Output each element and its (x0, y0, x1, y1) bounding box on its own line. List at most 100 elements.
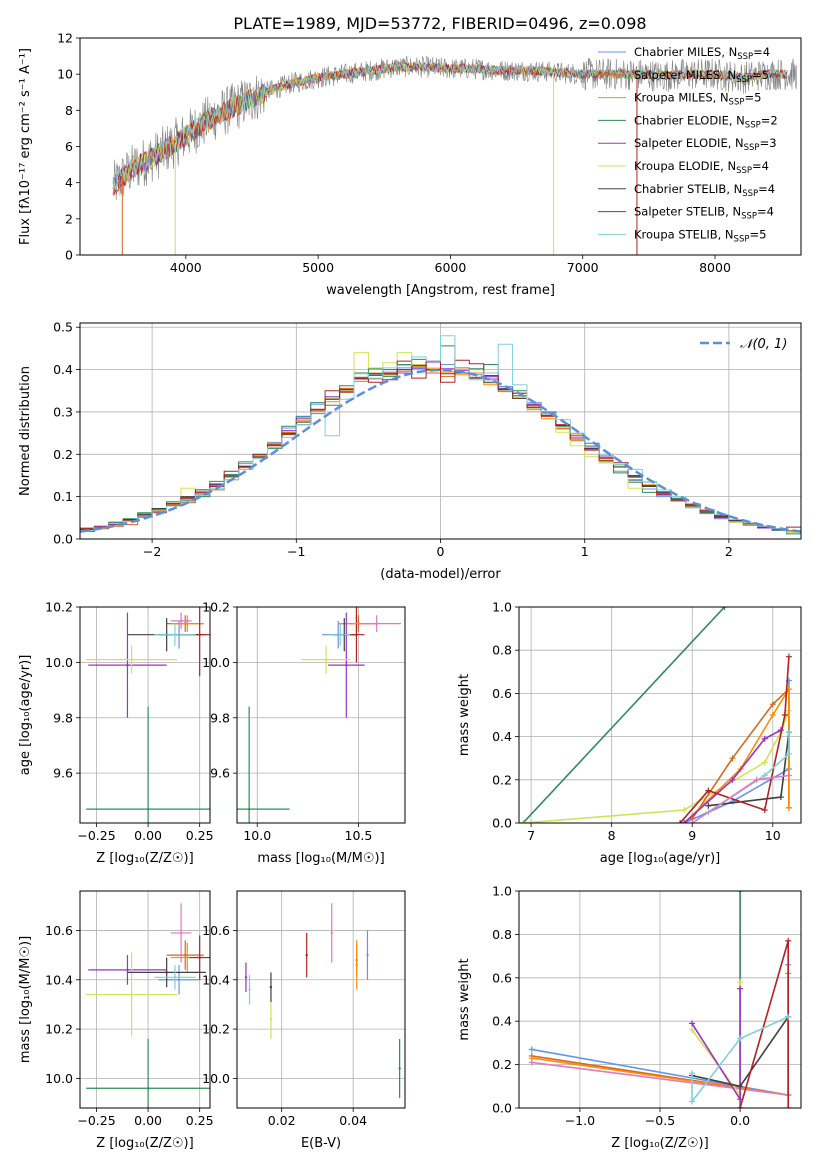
legend-label: 𝒩(0, 1) (740, 337, 787, 352)
x-tick-label: 0.25 (186, 1113, 214, 1128)
y-tick-label: 0.4 (492, 1014, 512, 1029)
data-point (198, 956, 201, 959)
y-tick-label: 10.2 (45, 1022, 73, 1037)
weight-marker (677, 820, 684, 823)
weight-marker (785, 1013, 792, 1020)
weight-marker (785, 750, 792, 757)
x-tick-label: 8 (608, 828, 616, 843)
y-tick-label: 10.0 (45, 655, 73, 670)
y-tick-label: 6 (65, 139, 73, 154)
y-tick-label: 0.8 (492, 643, 512, 658)
data-point (355, 633, 358, 636)
y-tick-label: 0.3 (53, 404, 73, 419)
axes-age_vs_Z: −0.25 0.00 0.25 9.6 9.8 10.0 10.2 Z [log₁₀(Z/Z☉… (18, 600, 214, 867)
y-tick-label: 10.0 (202, 655, 230, 670)
x-tick-label: 7 (527, 828, 535, 843)
legend-label: Kroupa MILES, NSSP=5 (634, 91, 761, 108)
y-tick-label: 0.6 (492, 970, 512, 985)
y-axis-label: mass weight (457, 958, 472, 1040)
legend-label: Salpeter ELODIE, NSSP=3 (634, 136, 777, 153)
weight-marker (705, 787, 712, 794)
plot-frame (236, 606, 406, 824)
plot-area-residuals (80, 335, 801, 535)
x-tick-label: 6000 (435, 260, 467, 275)
x-tick-label: −2 (143, 544, 161, 559)
y-axis-label: mass weight (457, 674, 472, 756)
y-axis-label: Normed distribution (18, 366, 33, 496)
figure-title: PLATE=1989, MJD=53772, FIBERID=0496, z=0… (233, 14, 646, 33)
legend-label: Chabrier ELODIE, NSSP=2 (634, 113, 778, 130)
y-tick-label: 9.8 (210, 710, 230, 725)
x-tick-label: 4000 (170, 260, 202, 275)
data-point (186, 622, 189, 625)
x-tick-label: 10 (765, 828, 781, 843)
y-tick-label: 0.2 (53, 447, 73, 462)
x-tick-label: 0.0 (730, 1113, 750, 1128)
weight-line (691, 1016, 789, 1104)
axes-residuals: −2 −1 0 1 2 0.0 0.1 0.2 0.3 0.4 0.5 (data-model)/er… (18, 320, 802, 582)
plot-area-age_vs_Z (86, 607, 210, 823)
y-tick-label: 4 (65, 175, 73, 190)
data-point (244, 976, 248, 979)
y-tick-label: 9.6 (210, 766, 230, 781)
x-tick-label: 0.00 (134, 1113, 162, 1128)
weight-line (691, 774, 790, 823)
y-tick-label: 9.6 (53, 766, 73, 781)
x-tick-label: 0.00 (134, 828, 162, 843)
y-tick-label: 2 (65, 211, 73, 226)
x-tick-label: 7000 (567, 260, 599, 275)
y-tick-label: 1.0 (492, 600, 512, 615)
y-tick-label: 8 (65, 103, 73, 118)
data-point (366, 953, 369, 957)
weight-marker (689, 1020, 696, 1027)
weight-marker (761, 807, 768, 814)
weight-marker (729, 755, 736, 762)
weight-marker (681, 820, 688, 823)
legend-label: Salpeter MILES, NSSP=5 (634, 68, 769, 85)
y-tick-label: 0.8 (492, 927, 512, 942)
data-point (269, 985, 273, 989)
weight-marker (785, 937, 792, 944)
weight-marker (689, 1098, 696, 1105)
histogram-step (80, 359, 801, 530)
y-tick-label: 0.5 (53, 320, 73, 335)
x-tick-label: −0.5 (645, 1113, 675, 1128)
weight-marker (737, 985, 744, 992)
weight-line (739, 940, 789, 1108)
data-point (177, 978, 181, 981)
x-axis-label: mass [log₁₀(M/M☉)] (257, 851, 384, 866)
data-point (186, 956, 189, 959)
legend-label: Chabrier STELIB, NSSP=4 (634, 182, 775, 199)
y-tick-label: 0.0 (492, 1101, 512, 1116)
x-axis-label: Z [log₁₀(Z/Z☉)] (611, 1136, 708, 1151)
weight-marker (769, 712, 776, 718)
data-point (184, 953, 187, 957)
y-axis-label: age [log₁₀(age/yr)] (18, 655, 33, 776)
weight-marker (689, 1070, 696, 1077)
plot-frame (79, 322, 802, 540)
weight-line (691, 687, 790, 820)
data-point (146, 1087, 150, 1090)
weight-marker (528, 1059, 535, 1066)
plot-frame (518, 606, 802, 824)
weight-marker (769, 701, 776, 708)
legend-label: Salpeter STELIB, NSSP=4 (634, 205, 774, 222)
y-tick-label: 10.2 (202, 600, 230, 615)
histogram-step (80, 335, 801, 532)
y-tick-label: 10.4 (202, 972, 230, 987)
x-tick-label: 2 (725, 544, 733, 559)
y-tick-label: 10.6 (202, 923, 230, 938)
weight-marker (729, 776, 736, 783)
y-tick-label: 0.4 (492, 729, 512, 744)
axes-weight_vs_age: 7 8 9 10 0.0 0.2 0.4 0.6 0.8 1.0 age [log₁₀(age/yr… (457, 600, 802, 866)
weight-line (691, 982, 741, 1098)
x-tick-label: 0.04 (339, 1113, 367, 1128)
y-tick-label: 1.0 (492, 884, 512, 899)
weight-marker (753, 776, 760, 783)
y-tick-label: 9.8 (53, 710, 73, 725)
x-axis-label: wavelength [Angstrom, rest frame] (326, 283, 555, 298)
weight-marker (781, 712, 788, 718)
x-tick-label: 1 (581, 544, 589, 559)
weight-marker (737, 1105, 744, 1108)
